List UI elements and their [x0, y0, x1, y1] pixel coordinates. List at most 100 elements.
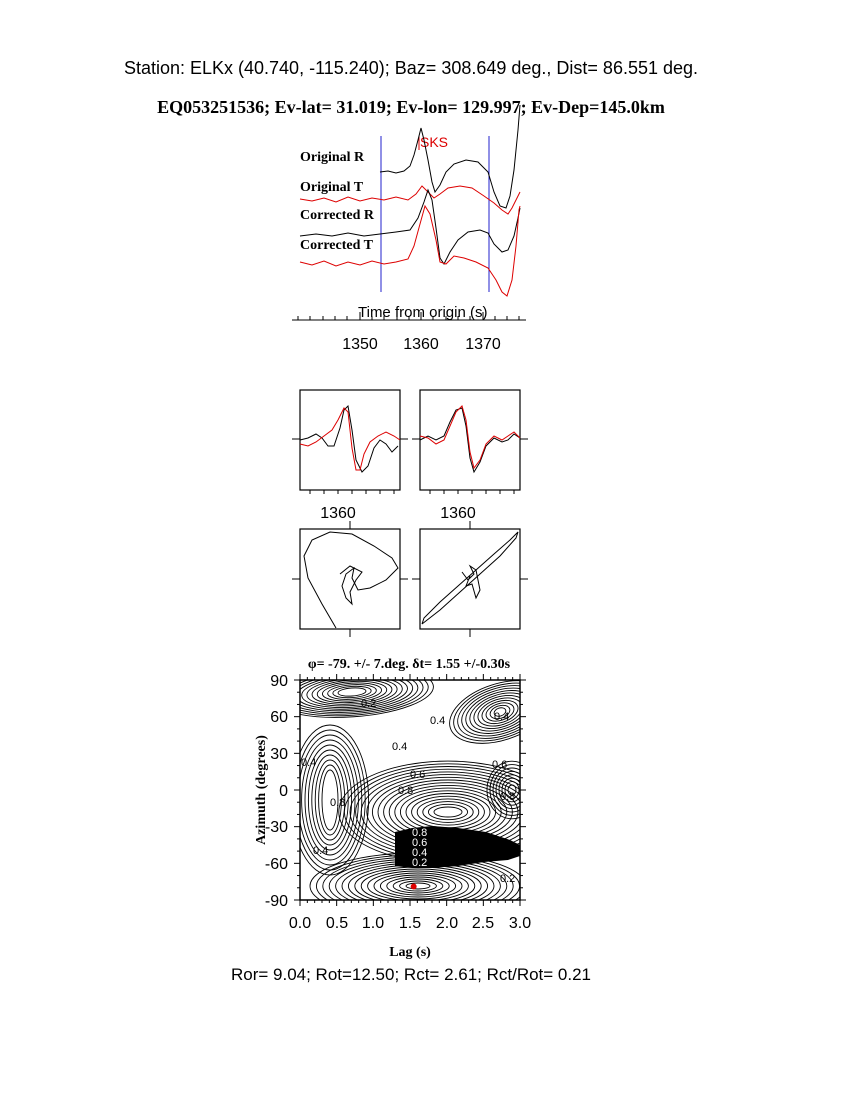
band-label-04: 0.4 — [412, 847, 427, 859]
station-header: Station: ELKx (40.740, -115.240); Baz= 3… — [123, 58, 699, 78]
time-tick-1360: 1360 — [403, 336, 439, 353]
contour-ring — [449, 680, 520, 744]
contour-ring — [314, 759, 346, 841]
x-tick-2-5: 2.5 — [472, 915, 494, 932]
contour-label-g: 0.6 — [492, 759, 507, 771]
contour-ring — [367, 870, 469, 900]
contour-ring — [427, 803, 469, 821]
trace-label-original-r: Original R — [300, 150, 365, 165]
best-fit-marker — [410, 883, 417, 890]
contour-ring — [433, 806, 463, 818]
waveform-panel: SKS Original R Original T Corrected R Co… — [292, 104, 526, 353]
contour-label-e: 0.6 — [410, 769, 425, 781]
corrected-transverse-trace — [419, 405, 521, 470]
splitting-grid-panel: φ= -79. +/- 7.deg. δt= 1.55 +/-0.30s 0.8… — [254, 657, 531, 960]
corrected-radial-trace — [419, 407, 521, 474]
x-tick-2-0: 2.0 — [436, 915, 458, 932]
contour-label-l: 0.4 — [494, 711, 509, 723]
y-tick-90: 90 — [270, 673, 288, 690]
contour-label-f: 0.8 — [398, 785, 413, 797]
contour-ring — [486, 760, 520, 820]
time-tick-1370: 1370 — [465, 336, 501, 353]
phase-label: SKS — [420, 134, 448, 150]
contour-ring — [300, 680, 429, 717]
contour-ring — [477, 697, 520, 727]
contour-ring — [316, 680, 388, 704]
particle-motion-corrected — [412, 521, 528, 637]
y-tick-neg30: -30 — [265, 819, 288, 836]
contour-label-a: 0.2 — [361, 698, 376, 710]
contour-ring — [304, 744, 356, 856]
x-axis-label: Lag (s) — [389, 945, 431, 960]
grid-ticks — [294, 674, 526, 906]
contour-ring — [422, 801, 474, 823]
trace-original-t — [299, 185, 521, 215]
comparison-tick-corrected: 1360 — [440, 505, 476, 522]
corrected-particle-path — [421, 531, 519, 625]
comparison-panel-corrected: 1360 — [412, 389, 528, 522]
x-tick-1-5: 1.5 — [399, 915, 421, 932]
contour-ring — [341, 862, 495, 900]
contour-ring — [300, 680, 414, 712]
band-label-06: 0.6 — [412, 837, 427, 849]
comparison-tick-original: 1360 — [320, 505, 356, 522]
contour-ring — [469, 692, 520, 732]
correlation-summary: Ror= 9.04; Rot=12.50; Rct= 2.61; Rct/Rot… — [230, 965, 592, 984]
original-transverse-trace — [299, 407, 401, 471]
contour-ring — [300, 680, 419, 713]
y-tick-neg60: -60 — [265, 856, 288, 873]
contour-ring — [322, 682, 382, 702]
contour-ring — [311, 754, 349, 846]
contour-ring — [501, 777, 520, 803]
contour-ring — [461, 687, 520, 737]
contour-ring — [373, 872, 463, 900]
time-tick-1350: 1350 — [342, 336, 378, 353]
contour-label-k: 0.2 — [500, 873, 515, 885]
contour-label-c: 0.4 — [392, 741, 407, 753]
contour-ring — [481, 699, 519, 725]
corrected-particle-noise — [461, 564, 481, 600]
contour-label-b: 0.4 — [430, 715, 445, 727]
contour-ring — [504, 781, 520, 799]
trace-label-corrected-t: Corrected T — [300, 238, 374, 253]
contour-ring — [489, 764, 520, 816]
contour-label-i: 0.4 — [313, 845, 328, 857]
contour-ring — [485, 702, 515, 722]
contour-ring — [457, 685, 520, 739]
contour-ring — [416, 798, 480, 826]
contour-label-j: 0.8 — [330, 797, 345, 809]
contour-ring — [337, 687, 367, 697]
band-label-08: 0.8 — [412, 827, 427, 839]
contour-label-d: 0.4 — [301, 757, 316, 769]
contour-ring — [327, 684, 377, 700]
contour-ring — [489, 704, 511, 720]
contour-ring — [453, 682, 520, 742]
trace-corrected-t — [299, 204, 521, 297]
time-axis-label: Time from origin (s) — [358, 304, 487, 321]
trace-label-corrected-r: Corrected R — [300, 208, 375, 223]
original-particle-path — [303, 531, 399, 629]
contour-ring — [306, 680, 398, 707]
contour-ring — [300, 734, 363, 866]
original-radial-trace — [299, 404, 399, 473]
contour-ring — [321, 769, 339, 831]
contour-ring — [300, 680, 408, 710]
contour-ring — [300, 680, 424, 715]
splitting-title: φ= -79. +/- 7.deg. δt= 1.55 +/-0.30s — [308, 657, 511, 672]
contour-ring — [507, 784, 517, 796]
y-tick-30: 30 — [270, 746, 288, 763]
contour-ring — [379, 874, 457, 898]
contour-ring — [318, 764, 342, 836]
y-tick-60: 60 — [270, 709, 288, 726]
y-axis-label: Azimuth (degrees) — [254, 735, 269, 845]
y-tick-0: 0 — [279, 783, 288, 800]
band-label-02: 0.2 — [412, 857, 427, 869]
x-tick-3-0: 3.0 — [509, 915, 531, 932]
contour-ring — [493, 707, 507, 717]
contour-ring — [332, 685, 372, 699]
comparison-panel-original: 1360 — [292, 389, 408, 522]
particle-motion-original — [292, 521, 408, 637]
event-header: EQ053251536; Ev-lat= 31.019; Ev-lon= 129… — [157, 97, 665, 117]
y-tick-neg90: -90 — [265, 893, 288, 910]
